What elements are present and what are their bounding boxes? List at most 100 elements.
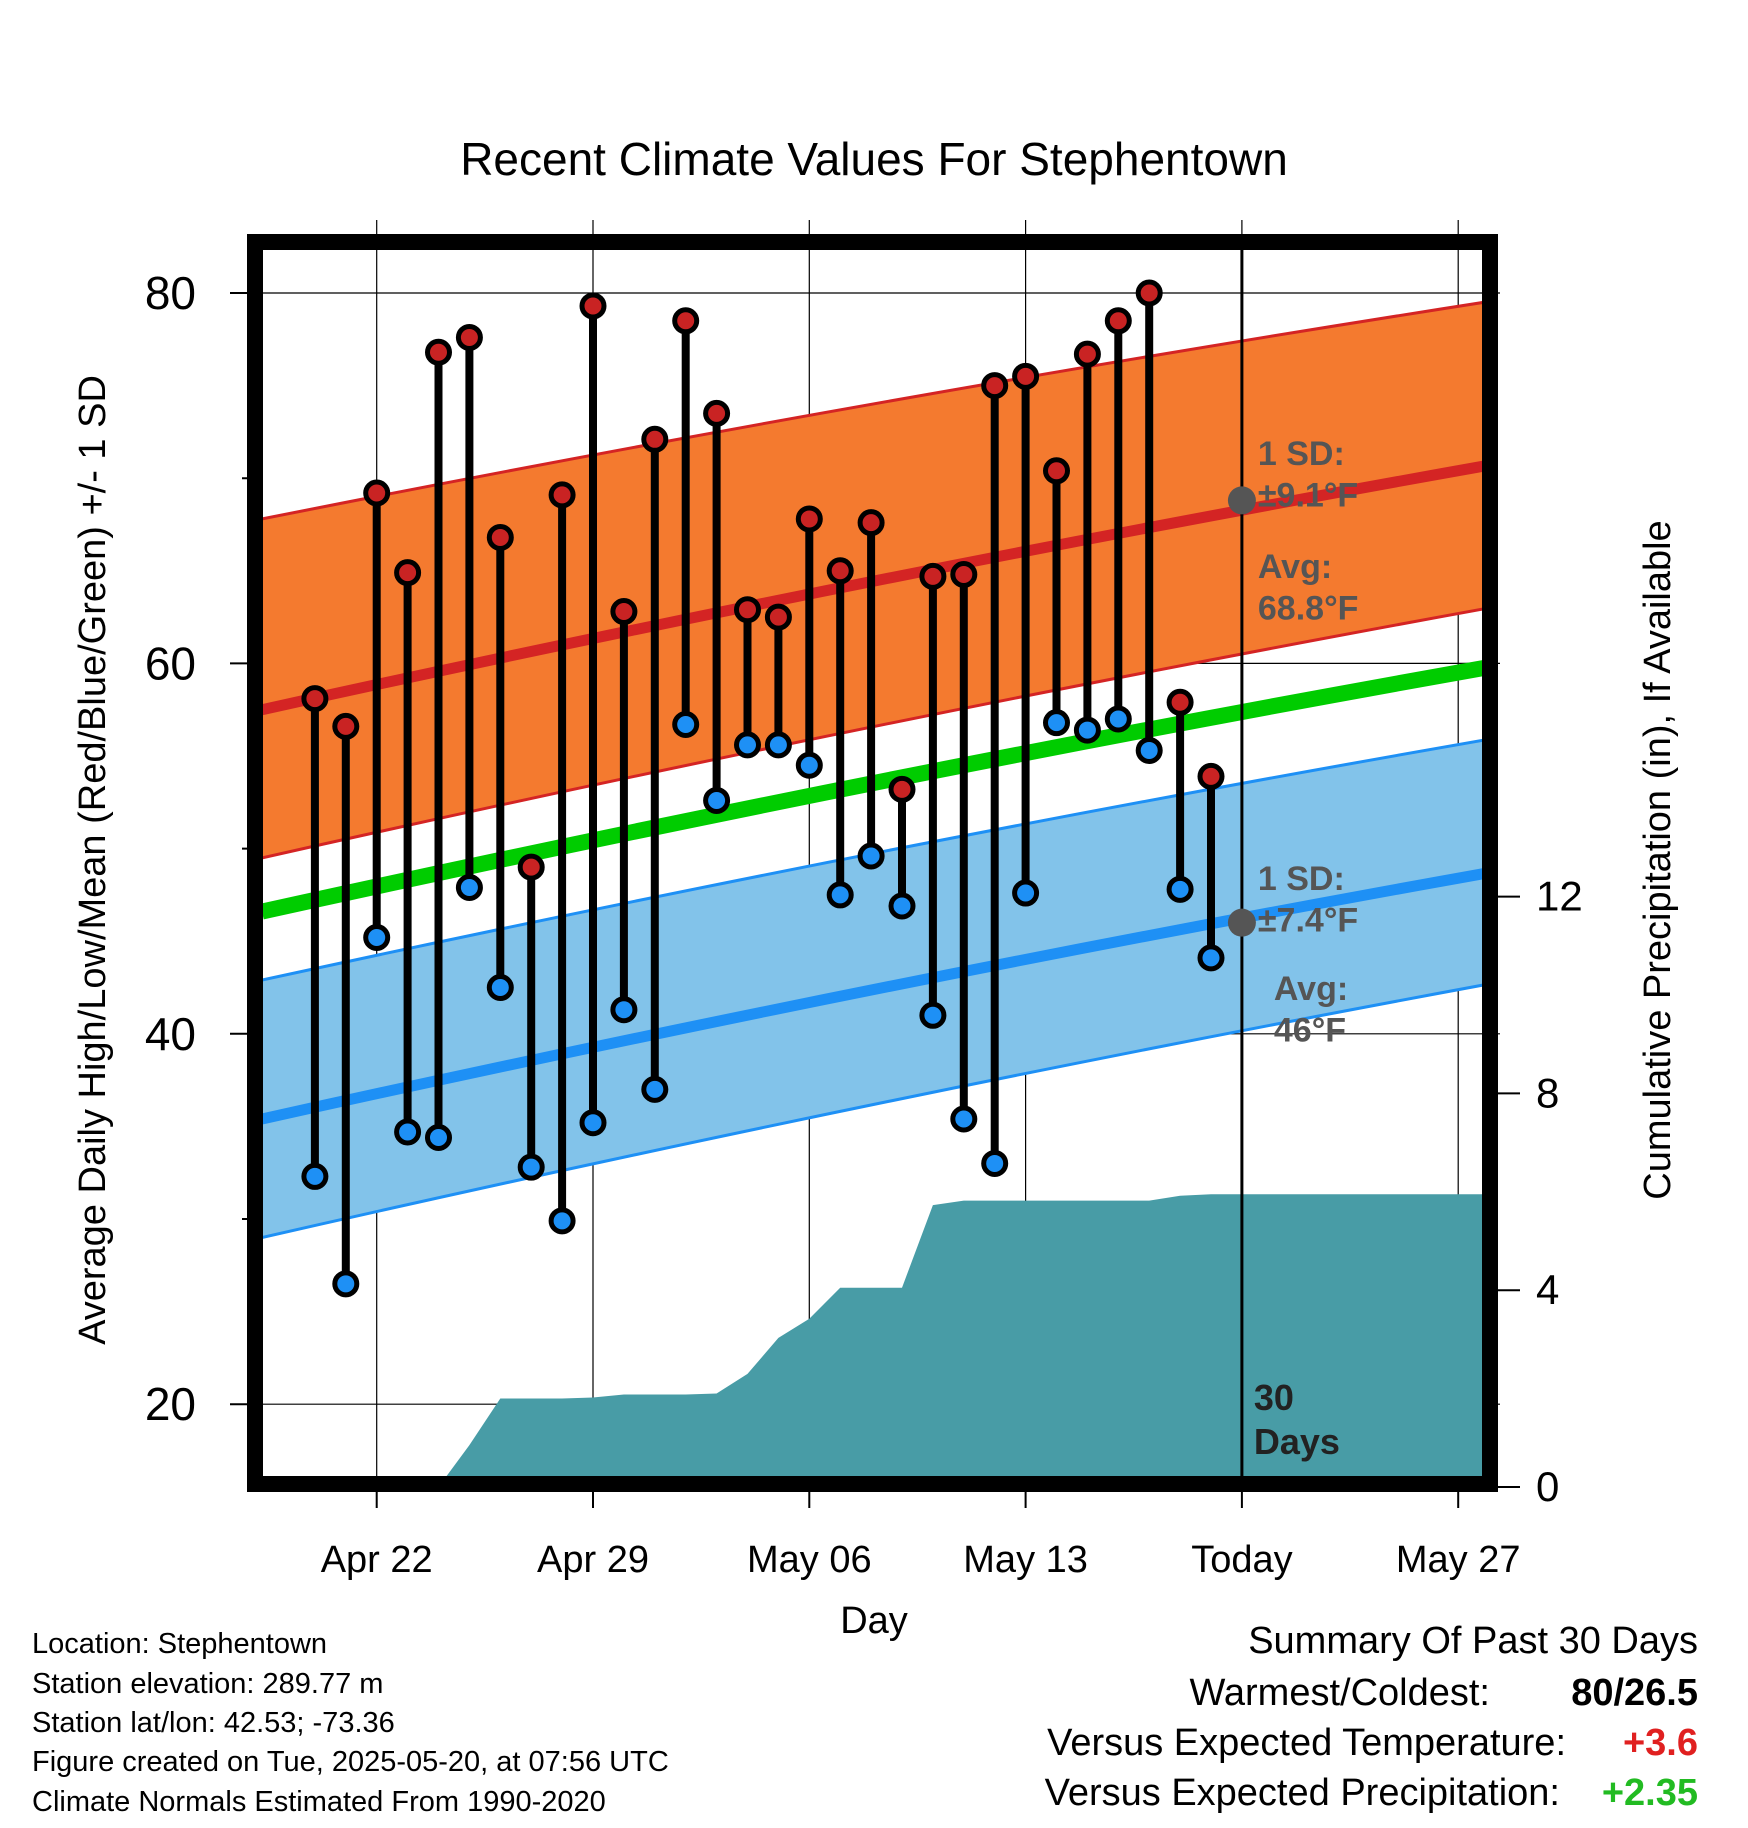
high-point [332,712,360,740]
high-point [641,425,669,453]
low-point [919,1001,947,1029]
low-point [888,892,916,920]
precipitation-area [284,1194,1483,1477]
high-point [703,399,731,427]
high-sd-label-line: 1 SD: [1258,435,1345,473]
high-point [672,307,700,335]
low-point [1012,879,1040,907]
low-point [1104,705,1132,733]
low-point [1073,716,1101,744]
high-point [301,685,329,713]
high-point [1166,688,1194,716]
low-sd-label-line: 1 SD: [1258,860,1345,898]
low-point [764,731,792,759]
high-point [1043,457,1070,485]
y2-axis-label: Cumulative Precipitation (in), If Availa… [1637,520,1679,1199]
low-sd-label: 1 SD: ±7.4°F [1258,860,1358,939]
high-point [857,509,885,537]
low-point [610,996,638,1024]
high-avg-label: Avg: 68.8°F [1258,548,1359,627]
x-tick-label: Apr 29 [537,1539,649,1581]
low-point [1166,875,1194,903]
footer-normals: Climate Normals Estimated From 1990-2020 [32,1786,606,1818]
high-avg-label-line: 68.8°F [1258,589,1359,627]
high-sd-lower-edge [262,607,1483,860]
x-tick-label: Apr 22 [321,1539,433,1581]
high-point [363,479,391,507]
footer-location: Location: Stephentown [32,1628,328,1660]
low-sd-upper-edge [262,738,1483,982]
low-point [641,1075,669,1103]
summary-precip-value: +2.35 [1601,1772,1698,1814]
low-point [950,1105,978,1133]
low-avg-label-line: 46°F [1274,1011,1346,1049]
window-days-label-line: 30 [1254,1377,1294,1418]
chart-title: Recent Climate Values For Stephentown [460,133,1288,185]
high-point [764,603,792,631]
y2-tick-label: 0 [1536,1463,1559,1510]
high-point [455,323,483,351]
x-tick-label: May 13 [963,1539,1088,1581]
low-point [672,711,700,739]
high-sd-label-line: ±9.1°F [1258,476,1358,514]
high-point [1073,340,1101,368]
summary-row-precip: Versus Expected Precipitation: +2.35 [0,1772,1748,1818]
x-tick-label: May 06 [747,1539,872,1581]
summary-title: Summary Of Past 30 Days [1248,1620,1698,1662]
footer-latlon: Station lat/lon: 42.53; -73.36 [32,1707,395,1739]
low-point [394,1118,422,1146]
summary-warmest-label: Warmest/Coldest: [1189,1672,1490,1714]
y2-tick-label: 12 [1536,873,1583,920]
y-tick-label: 60 [145,637,196,689]
high-point [1104,307,1132,335]
low-point [455,873,483,901]
low-point [425,1124,452,1152]
high-sd-label: 1 SD: ±9.1°F [1258,435,1358,514]
high-point [1012,362,1040,390]
avg-high-line [262,460,1483,716]
low-point [703,786,731,814]
high-point [1197,762,1225,790]
axes: 20 40 60 80 0 4 8 12 Apr 22 Apr 29 May 06 May 13 Tod… [145,267,1583,1581]
high-point [425,338,452,366]
footer-elevation: Station elevation: 289.77 m [32,1668,384,1700]
summary-warmest-value: 80/26.5 [1571,1672,1698,1714]
high-sd-upper-edge [262,300,1483,521]
y-tick-label: 40 [145,1008,196,1060]
low-point [981,1149,1009,1177]
low-point [363,923,391,951]
today-avg-high-marker [1227,486,1256,515]
high-point [610,598,638,626]
y-axis-label: Average Daily High/Low/Mean (Red/Blue/Gr… [72,375,114,1345]
high-avg-label-line: Avg: [1258,548,1332,586]
window-days-label: 30 Days [1254,1377,1340,1462]
summary-temp-label: Versus Expected Temperature: [1047,1722,1566,1764]
high-point [826,557,854,585]
low-point [332,1270,360,1298]
summary-precip-label: Versus Expected Precipitation: [1044,1772,1560,1814]
x-tick-label: Today [1191,1539,1292,1581]
high-point [1135,279,1163,307]
high-point [517,853,545,881]
high-point [734,596,761,624]
window-days-label-line: Days [1254,1421,1340,1462]
low-point [826,881,854,909]
low-point [795,751,823,779]
low-point [301,1162,329,1190]
low-point [548,1207,576,1235]
cumulative-precip-area [284,1194,1483,1477]
footer-created: Figure created on Tue, 2025-05-20, at 07… [32,1746,669,1778]
high-point [579,292,607,320]
low-point [1197,944,1225,972]
low-point [1043,709,1070,737]
y2-tick-label: 4 [1536,1266,1559,1313]
low-sd-label-line: ±7.4°F [1258,901,1358,939]
summary-row-temp: Versus Expected Temperature: +3.6 [0,1722,1748,1768]
high-point [919,562,947,590]
plot-frame [247,234,1498,1492]
y2-tick-label: 8 [1536,1069,1559,1116]
high-point [548,481,576,509]
avg-mean-line [262,659,1483,920]
y-tick-label: 20 [145,1378,196,1430]
low-point [579,1109,607,1137]
